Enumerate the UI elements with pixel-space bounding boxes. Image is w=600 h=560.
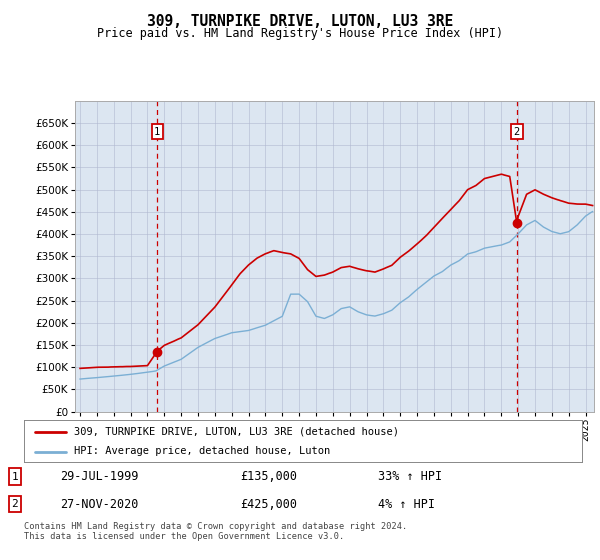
Text: HPI: Average price, detached house, Luton: HPI: Average price, detached house, Luto…: [74, 446, 331, 456]
Text: 1: 1: [154, 127, 160, 137]
Text: 2: 2: [11, 499, 19, 509]
Text: 2: 2: [514, 127, 520, 137]
Text: 309, TURNPIKE DRIVE, LUTON, LU3 3RE (detached house): 309, TURNPIKE DRIVE, LUTON, LU3 3RE (det…: [74, 427, 399, 437]
Text: 33% ↑ HPI: 33% ↑ HPI: [378, 470, 442, 483]
Text: 4% ↑ HPI: 4% ↑ HPI: [378, 498, 435, 511]
Text: 29-JUL-1999: 29-JUL-1999: [60, 470, 139, 483]
Text: 27-NOV-2020: 27-NOV-2020: [60, 498, 139, 511]
Text: 309, TURNPIKE DRIVE, LUTON, LU3 3RE: 309, TURNPIKE DRIVE, LUTON, LU3 3RE: [147, 14, 453, 29]
Text: £425,000: £425,000: [240, 498, 297, 511]
Text: 1: 1: [11, 472, 19, 482]
Text: Price paid vs. HM Land Registry's House Price Index (HPI): Price paid vs. HM Land Registry's House …: [97, 27, 503, 40]
Text: £135,000: £135,000: [240, 470, 297, 483]
Text: Contains HM Land Registry data © Crown copyright and database right 2024.
This d: Contains HM Land Registry data © Crown c…: [24, 522, 407, 542]
